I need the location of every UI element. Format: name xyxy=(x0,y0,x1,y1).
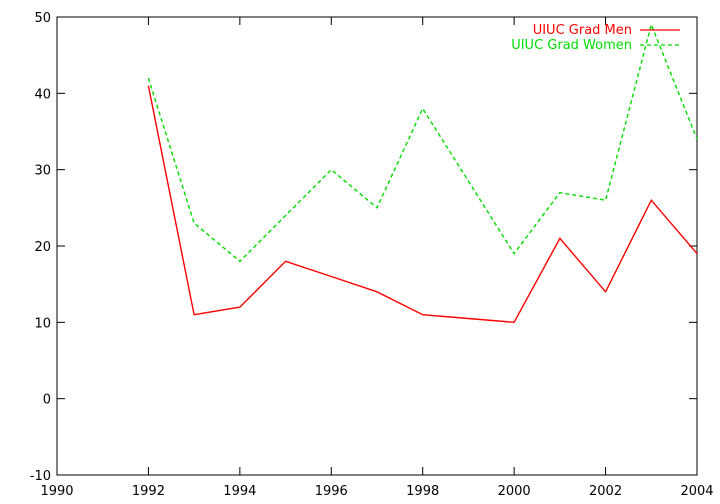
x-tick-label: 2004 xyxy=(680,484,713,499)
legend: UIUC Grad Men UIUC Grad Women xyxy=(511,23,680,53)
x-tick-label: 1994 xyxy=(223,484,256,499)
y-tick-label: 40 xyxy=(34,87,51,102)
y-tick-label: 0 xyxy=(43,393,51,408)
x-tick-label: 1992 xyxy=(132,484,165,499)
series-line-uiuc-grad-women xyxy=(147,22,698,263)
x-tick-label: 2000 xyxy=(498,484,531,499)
y-tick-label: 20 xyxy=(34,240,51,255)
series-line-uiuc-grad-men xyxy=(147,85,698,324)
x-tick-label: 1996 xyxy=(315,484,348,499)
series-lines xyxy=(147,22,698,324)
y-tick-label: 10 xyxy=(34,316,51,331)
x-tick-label: 1998 xyxy=(406,484,439,499)
legend-label-uiuc-grad-women: UIUC Grad Women xyxy=(511,38,632,53)
x-tick-label: 1990 xyxy=(40,484,73,499)
axis-ticks xyxy=(56,16,698,476)
y-tick-label: -10 xyxy=(30,469,51,484)
plot-frame xyxy=(56,16,698,476)
legend-label-uiuc-grad-men: UIUC Grad Men xyxy=(533,23,632,38)
y-tick-label: 50 xyxy=(34,11,51,26)
axis-tick-labels: 1990 1992 1994 1996 1998 2000 2002 2004 -10 0 10 20… xyxy=(30,11,714,499)
x-tick-label: 2002 xyxy=(589,484,622,499)
y-tick-label: 30 xyxy=(34,164,51,179)
